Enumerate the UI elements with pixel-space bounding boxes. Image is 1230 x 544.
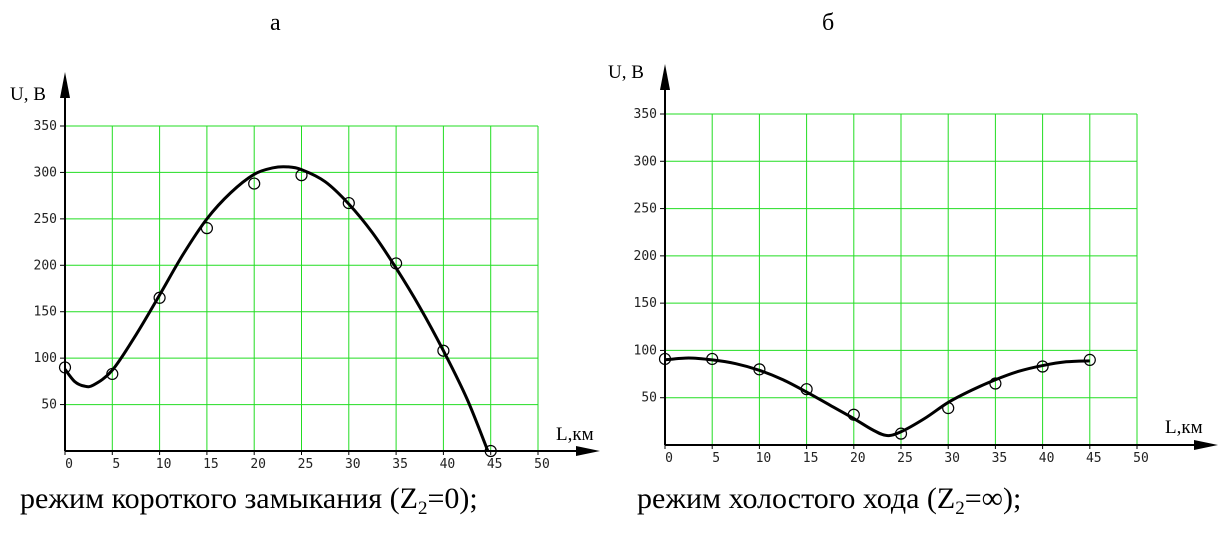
x-tick-label: 10 xyxy=(156,457,172,472)
x-tick-label: 20 xyxy=(850,451,866,466)
grid xyxy=(65,125,539,451)
y-tick-label: 300 xyxy=(634,154,657,169)
x-tick-label: 35 xyxy=(392,457,408,472)
data-point xyxy=(706,352,719,366)
x-tick-label: 20 xyxy=(250,457,266,472)
x-tick-label: 30 xyxy=(944,451,960,466)
y-tick-label: 150 xyxy=(634,296,657,311)
caption-text: режим холостого хода (Z xyxy=(637,482,955,515)
caption-text-end: =0); xyxy=(427,482,477,515)
x-tick-label: 10 xyxy=(756,451,772,466)
x-tick-label: 5 xyxy=(112,457,120,472)
data-point xyxy=(295,169,308,182)
y-tick-label: 350 xyxy=(34,119,57,134)
y-tick-label: 50 xyxy=(41,398,57,413)
x-tick-label: 30 xyxy=(345,457,361,472)
data-point xyxy=(484,444,497,458)
chart-panel-2: 0 5 10 15 20 25 30 35 40 45 50 50 100 150 200 250 300 350… xyxy=(608,10,1218,519)
x-tick-label: 50 xyxy=(1133,451,1149,466)
y-tick-label: 300 xyxy=(34,165,57,180)
caption-text: режим короткого замыкания (Z xyxy=(20,482,418,515)
x-tick-label: 25 xyxy=(897,451,913,466)
data-point xyxy=(800,383,813,396)
y-tick-label: 100 xyxy=(34,351,57,366)
panel-label: б xyxy=(822,10,834,36)
data-point xyxy=(894,427,908,440)
data-point xyxy=(342,196,355,210)
y-axis-arrow-icon xyxy=(660,64,670,90)
x-tick-label: 45 xyxy=(487,457,503,472)
x-tick-label: 40 xyxy=(440,457,456,472)
y-tick-label: 250 xyxy=(34,212,57,227)
y-tick-label: 350 xyxy=(634,107,657,122)
x-axis-arrow-icon xyxy=(1194,440,1218,450)
data-point xyxy=(989,377,1002,390)
x-tick-label: 45 xyxy=(1086,451,1102,466)
x-tick-label: 5 xyxy=(712,451,720,466)
data-point xyxy=(200,222,213,235)
x-tick-label: 0 xyxy=(65,457,73,472)
y-axis-label: U, В xyxy=(10,84,46,105)
data-point xyxy=(390,257,403,270)
y-tick-label: 50 xyxy=(641,391,657,406)
fit-curve xyxy=(63,165,490,452)
data-point xyxy=(753,363,766,376)
data-point xyxy=(847,408,860,421)
x-axis-label: L,км xyxy=(556,424,594,445)
x-tick-label: 50 xyxy=(534,457,550,472)
x-tick-label: 35 xyxy=(992,451,1008,466)
caption-text-end: =∞); xyxy=(965,482,1022,515)
chart-panel-1: 0 5 10 15 20 25 30 35 40 45 50 50 100 150 200 250 300 350… xyxy=(10,10,600,519)
grid xyxy=(665,113,1138,445)
y-tick-label: 150 xyxy=(34,305,57,320)
y-tick-label: 200 xyxy=(634,249,657,264)
caption-subscript: 2 xyxy=(955,498,965,519)
data-point xyxy=(658,352,672,366)
x-tick-label: 15 xyxy=(803,451,819,466)
chart-caption: режим холостого хода (Z2=∞); xyxy=(637,482,1021,519)
data-point xyxy=(942,402,955,415)
y-tick-label: 250 xyxy=(634,202,657,217)
y-tick-label: 100 xyxy=(634,343,657,358)
data-point xyxy=(106,367,119,381)
data-point xyxy=(437,344,450,357)
x-tick-label: 0 xyxy=(665,451,673,466)
data-point xyxy=(248,177,261,190)
data-point xyxy=(153,291,166,304)
data-point xyxy=(1036,360,1049,373)
x-axis-arrow-icon xyxy=(576,446,600,456)
y-tick-label: 200 xyxy=(34,258,57,273)
data-point xyxy=(1083,353,1096,366)
fit-curve xyxy=(664,356,1090,438)
y-axis-arrow-icon xyxy=(60,72,70,98)
y-axis-label: U, В xyxy=(608,62,644,83)
x-tick-label: 40 xyxy=(1039,451,1055,466)
chart-caption: режим короткого замыкания (Z2=0); xyxy=(20,482,478,519)
caption-subscript: 2 xyxy=(418,498,428,519)
panel-label: а xyxy=(270,10,281,36)
x-tick-label: 15 xyxy=(203,457,219,472)
x-axis-label: L,км xyxy=(1165,417,1203,438)
x-tick-label: 25 xyxy=(298,457,314,472)
data-point xyxy=(58,361,72,374)
